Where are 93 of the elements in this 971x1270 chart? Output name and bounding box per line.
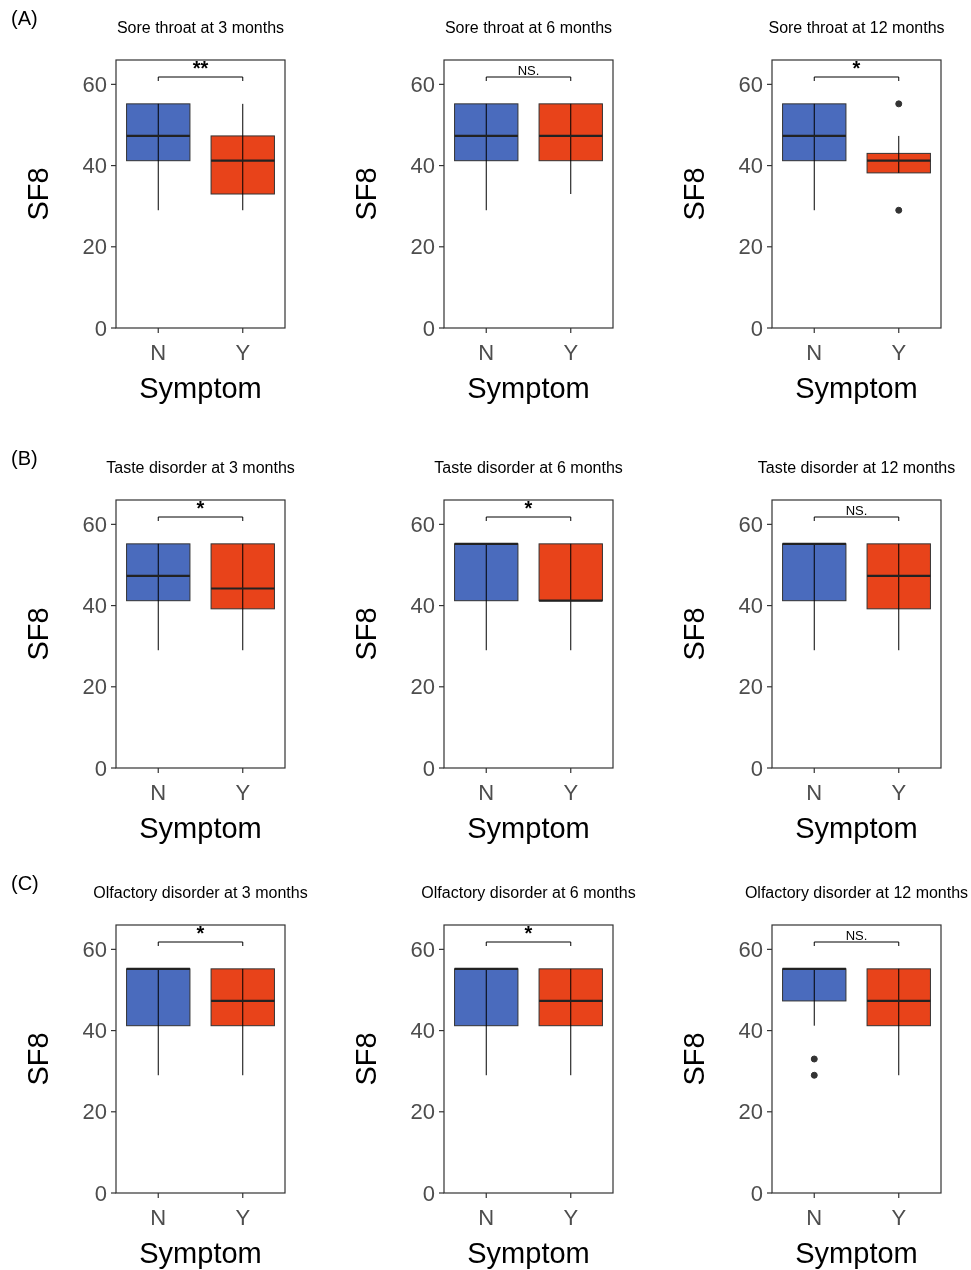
annotation: NS. — [845, 503, 868, 518]
text: (C) — [11, 872, 39, 894]
x-tick-label: Y — [891, 340, 907, 365]
annotation: ** — [192, 57, 209, 79]
y-tick-label: 60 — [410, 72, 435, 98]
y-tick-label: 0 — [750, 755, 763, 781]
chart-title: Sore throat at 6 months — [444, 19, 613, 36]
y-axis-title: SF8 — [678, 607, 710, 661]
x-axis-title: Symptom — [467, 812, 590, 844]
y-tick-label: 20 — [82, 1099, 107, 1125]
x-tick-label: Y — [563, 780, 579, 805]
x-tick-label: Y — [235, 780, 251, 805]
y-tick-label: 60 — [738, 937, 763, 963]
x-tick-label: N — [806, 340, 823, 365]
y-tick-label: 40 — [738, 153, 763, 179]
y-tick-label: 60 — [738, 72, 763, 98]
x-tick-label: Y — [891, 780, 907, 805]
chart-title: Taste disorder at 3 months — [106, 459, 295, 476]
x-tick-label: N — [806, 1205, 823, 1230]
text: (A) — [11, 7, 38, 29]
y-tick-label: 0 — [750, 315, 763, 341]
x-tick-label: N — [150, 780, 167, 805]
y-tick-label: 60 — [82, 72, 107, 98]
annotation: NS. — [845, 928, 868, 943]
chart-title: Olfactory disorder at 12 months — [744, 884, 969, 901]
y-tick-label: 20 — [410, 234, 435, 260]
annotation: * — [196, 922, 205, 944]
x-axis-title: Symptom — [795, 812, 918, 844]
x-axis-title: Symptom — [139, 1237, 262, 1269]
y-tick-label: 0 — [422, 755, 435, 781]
x-axis-title: Symptom — [139, 812, 262, 844]
x-tick-label: Y — [235, 1205, 251, 1230]
chart-title: Sore throat at 12 months — [768, 19, 945, 36]
y-axis-title: SF8 — [678, 167, 710, 221]
x-axis-title: Symptom — [795, 372, 918, 404]
y-axis-title: SF8 — [350, 167, 382, 221]
y-tick-label: 0 — [422, 1180, 435, 1206]
annotation: NS. — [517, 63, 540, 78]
y-tick-label: 40 — [738, 593, 763, 619]
x-tick-label: Y — [891, 1205, 907, 1230]
y-tick-label: 40 — [82, 1018, 107, 1044]
x-axis-title: Symptom — [467, 372, 590, 404]
annotation: * — [196, 497, 205, 519]
y-tick-label: 40 — [410, 593, 435, 619]
text: (B) — [11, 447, 38, 469]
y-tick-label: 40 — [82, 153, 107, 179]
chart-title: Taste disorder at 12 months — [757, 459, 956, 476]
y-tick-label: 40 — [82, 593, 107, 619]
y-tick-label: 0 — [422, 315, 435, 341]
y-tick-label: 20 — [82, 234, 107, 260]
y-axis-title: SF8 — [678, 1032, 710, 1086]
y-tick-label: 60 — [82, 512, 107, 538]
y-tick-label: 60 — [410, 512, 435, 538]
annotation: * — [852, 57, 861, 79]
y-tick-label: 40 — [738, 1018, 763, 1044]
chart-title: Taste disorder at 6 months — [434, 459, 623, 476]
y-axis-title: SF8 — [350, 1032, 382, 1086]
annotation: * — [524, 497, 533, 519]
annotation: * — [524, 922, 533, 944]
x-axis-title: Symptom — [795, 1237, 918, 1269]
y-axis-title: SF8 — [22, 607, 54, 661]
x-tick-label: N — [478, 780, 495, 805]
x-tick-label: Y — [235, 340, 251, 365]
y-tick-label: 20 — [410, 674, 435, 700]
y-tick-label: 60 — [410, 937, 435, 963]
chart-title: Sore throat at 3 months — [116, 19, 285, 36]
y-tick-label: 60 — [82, 937, 107, 963]
x-tick-label: N — [806, 780, 823, 805]
chart-title: Olfactory disorder at 3 months — [93, 884, 308, 901]
y-axis-title: SF8 — [350, 607, 382, 661]
y-tick-label: 0 — [94, 1180, 107, 1206]
y-tick-label: 40 — [410, 1018, 435, 1044]
x-tick-label: Y — [563, 340, 579, 365]
x-tick-label: Y — [563, 1205, 579, 1230]
y-tick-label: 60 — [738, 512, 763, 538]
x-tick-label: N — [150, 340, 167, 365]
x-axis-title: Symptom — [467, 1237, 590, 1269]
y-tick-label: 20 — [738, 674, 763, 700]
y-tick-label: 20 — [82, 674, 107, 700]
x-tick-label: N — [478, 340, 495, 365]
chart-title: Olfactory disorder at 6 months — [421, 884, 636, 901]
y-tick-label: 0 — [94, 315, 107, 341]
x-tick-label: N — [478, 1205, 495, 1230]
y-tick-label: 20 — [738, 1099, 763, 1125]
y-tick-label: 0 — [750, 1180, 763, 1206]
x-axis-title: Symptom — [139, 372, 262, 404]
y-tick-label: 40 — [410, 153, 435, 179]
y-tick-label: 20 — [410, 1099, 435, 1125]
y-axis-title: SF8 — [22, 167, 54, 221]
y-tick-label: 0 — [94, 755, 107, 781]
x-tick-label: N — [150, 1205, 167, 1230]
y-tick-label: 20 — [738, 234, 763, 260]
y-axis-title: SF8 — [22, 1032, 54, 1086]
